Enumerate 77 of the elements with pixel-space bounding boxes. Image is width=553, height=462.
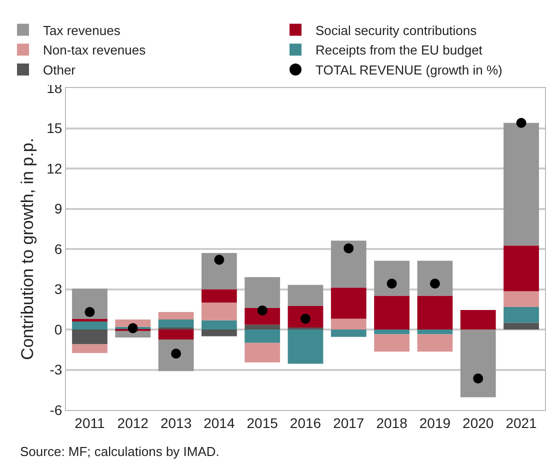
bar	[374, 296, 410, 330]
bar	[202, 320, 237, 330]
point	[128, 323, 138, 334]
bar	[288, 284, 324, 306]
x-tick-label: 2020	[462, 414, 494, 431]
legend-label: Other	[43, 62, 76, 78]
legend-label: Social security contributions	[316, 22, 478, 38]
bar	[288, 330, 324, 364]
bar	[72, 288, 108, 319]
bar	[504, 246, 539, 292]
y-tick-label: 9	[54, 200, 62, 217]
y-axis-title: Contribution to growth, in p.p.	[18, 138, 38, 360]
y-tick-label: -3	[50, 362, 62, 378]
bar	[504, 306, 539, 323]
bar	[202, 253, 237, 290]
bar	[374, 260, 410, 296]
bar	[460, 310, 496, 330]
legend-label: Tax revenues	[43, 22, 121, 38]
bar	[330, 330, 366, 337]
bar	[504, 122, 539, 246]
y-tick-label: 3	[54, 281, 62, 298]
point	[473, 373, 484, 384]
point	[516, 118, 526, 128]
y-tick-label: 15	[46, 120, 62, 136]
bar	[72, 321, 108, 330]
bar	[330, 288, 366, 319]
bar	[330, 240, 366, 288]
bar	[374, 334, 410, 352]
y-tick-label: 0	[54, 321, 62, 338]
x-tick-label: 2019	[419, 414, 451, 431]
point	[257, 305, 268, 316]
bar	[330, 318, 366, 330]
bar	[417, 330, 453, 334]
x-tick-label: 2017	[333, 414, 364, 431]
x-tick-label: 2015	[246, 414, 278, 431]
bar	[244, 308, 280, 325]
bar	[72, 318, 108, 322]
x-tick-label: 2014	[204, 414, 235, 431]
y-tick-label: 6	[54, 240, 62, 257]
bar	[460, 330, 496, 398]
bar	[158, 319, 194, 328]
bar	[504, 322, 539, 330]
y-tick-label: -6	[50, 402, 62, 418]
bar	[202, 330, 237, 336]
bar	[504, 291, 539, 307]
bar	[244, 330, 280, 343]
legend-label: Receipts from the EU budget	[316, 42, 483, 58]
bar	[417, 296, 453, 330]
x-tick-label: 2021	[506, 414, 538, 431]
point	[430, 278, 440, 289]
x-tick-label: 2011	[74, 414, 105, 431]
bar	[158, 330, 194, 340]
point	[214, 254, 224, 265]
bar	[72, 330, 108, 344]
x-tick-label: 2012	[117, 414, 149, 431]
legend-label: TOTAL REVENUE (growth in %)	[316, 62, 502, 78]
bar	[115, 330, 151, 338]
point	[386, 278, 397, 289]
source-note: Source: MF; calculations by IMAD.	[20, 444, 220, 459]
bar	[158, 312, 194, 320]
bar	[374, 330, 410, 334]
bar	[72, 344, 108, 353]
x-tick-label: 2016	[290, 414, 322, 431]
point	[84, 307, 95, 318]
legend-label: Non-tax revenues	[43, 42, 146, 58]
x-tick-label: 2013	[160, 414, 192, 431]
bar	[417, 334, 453, 352]
bar	[244, 324, 280, 330]
bar	[244, 342, 280, 362]
point	[344, 243, 354, 254]
bar	[244, 277, 280, 308]
bar	[417, 260, 453, 296]
bar	[202, 289, 237, 303]
bar	[158, 340, 194, 372]
y-tick-label: 12	[46, 160, 62, 176]
bar	[202, 302, 237, 320]
x-tick-label: 2018	[376, 414, 408, 431]
